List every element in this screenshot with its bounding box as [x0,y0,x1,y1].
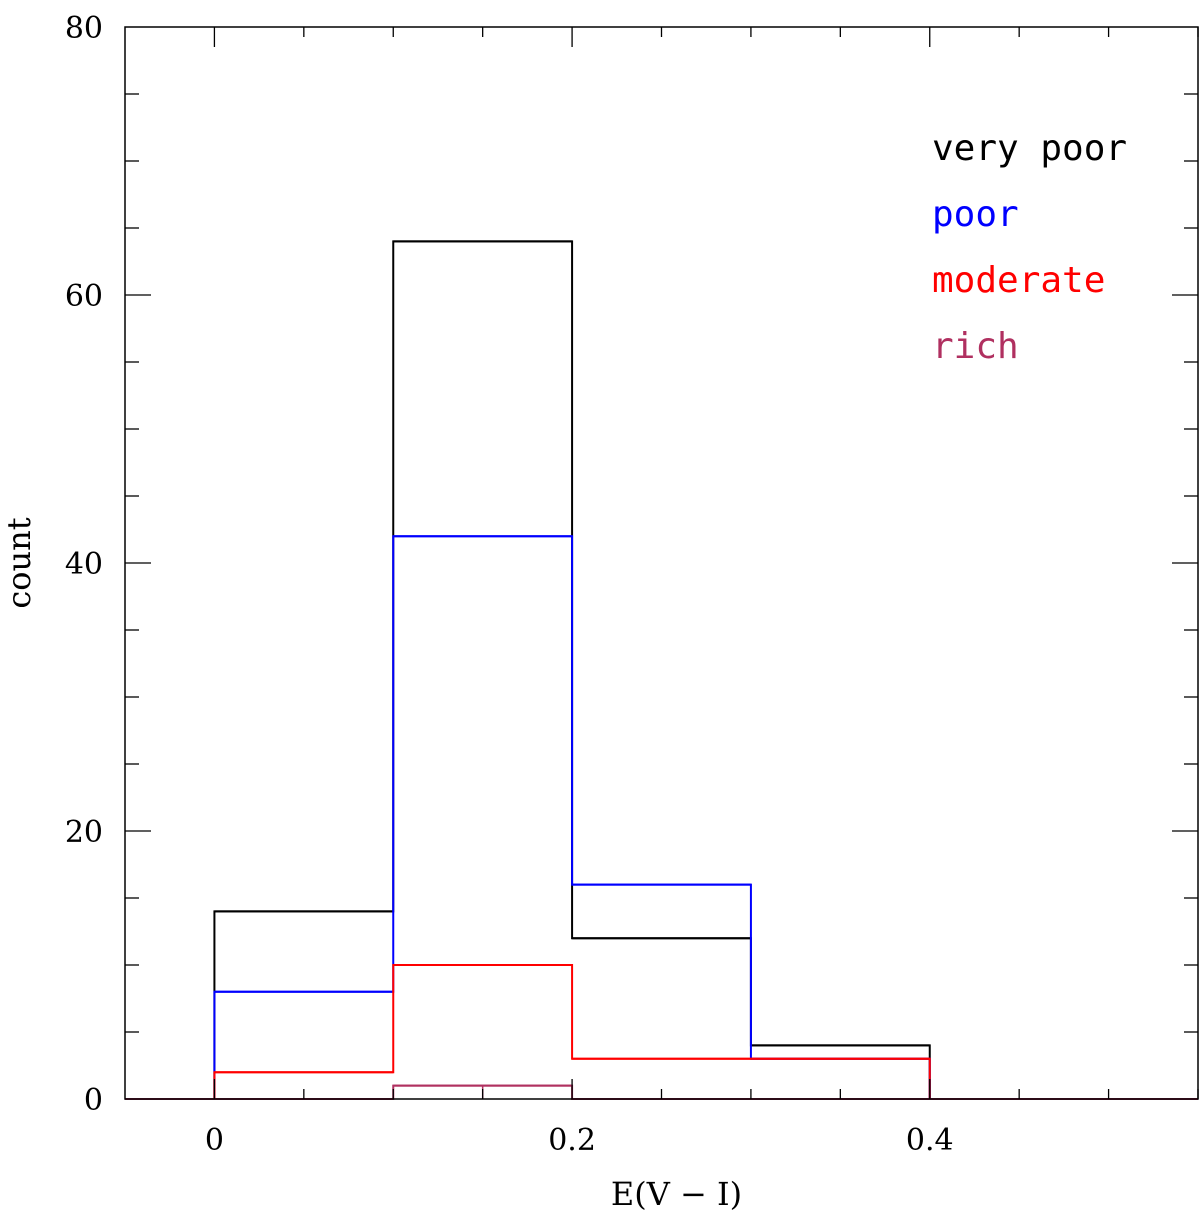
x-tick-label: 0.4 [906,1123,954,1158]
y-tick-label: 40 [65,547,103,582]
y-axis-title: count [0,517,38,608]
x-tick-label: 0 [205,1123,224,1158]
tick-labels: 0 0.2 0.4 0 20 40 60 80 [65,11,954,1158]
legend-item-moderate: moderate [932,260,1105,301]
y-tick-label: 0 [84,1083,103,1118]
x-tick-label: 0.2 [548,1123,596,1158]
x-axis-title: E(V − I) [611,1175,742,1213]
y-tick-label: 60 [65,279,103,314]
y-tick-label: 20 [65,815,103,850]
series-very-poor-step [125,240,1198,1100]
histogram-marks [125,240,1198,1100]
y-tick-label: 80 [65,11,103,46]
legend-item-poor: poor [932,194,1019,235]
legend: very poor poor moderate rich [932,128,1127,367]
legend-item-very-poor: very poor [932,128,1127,169]
series-moderate-step [125,964,1198,1100]
axis-ticks [125,27,1199,1099]
series-poor-step [125,535,1198,1100]
legend-item-rich: rich [932,326,1019,367]
